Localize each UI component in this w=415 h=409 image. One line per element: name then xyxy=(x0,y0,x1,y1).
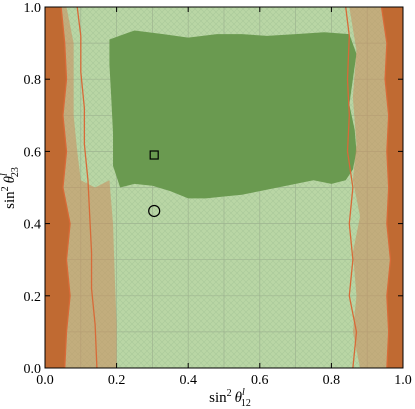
x-axis-label: sin2 θl 12 xyxy=(209,387,251,409)
x-tick-label: 0.2 xyxy=(108,373,126,388)
x-tick-label: 1.0 xyxy=(394,373,412,388)
y-tick-label: 0.4 xyxy=(24,218,42,233)
x-tick-label: 0.4 xyxy=(179,373,197,388)
y-tick-label: 0.8 xyxy=(24,73,42,88)
y-tick-label: 0.2 xyxy=(24,290,42,305)
x-tick-label: 0.8 xyxy=(323,373,341,388)
x-tick-label: 0.6 xyxy=(251,373,269,388)
dark-green-band xyxy=(109,30,356,198)
y-tick-label: 0.0 xyxy=(24,362,42,377)
y-axis-label: sin2θl23 xyxy=(0,167,21,209)
y-tick-label: 0.6 xyxy=(24,145,42,160)
y-tick-label: 1.0 xyxy=(24,1,42,16)
